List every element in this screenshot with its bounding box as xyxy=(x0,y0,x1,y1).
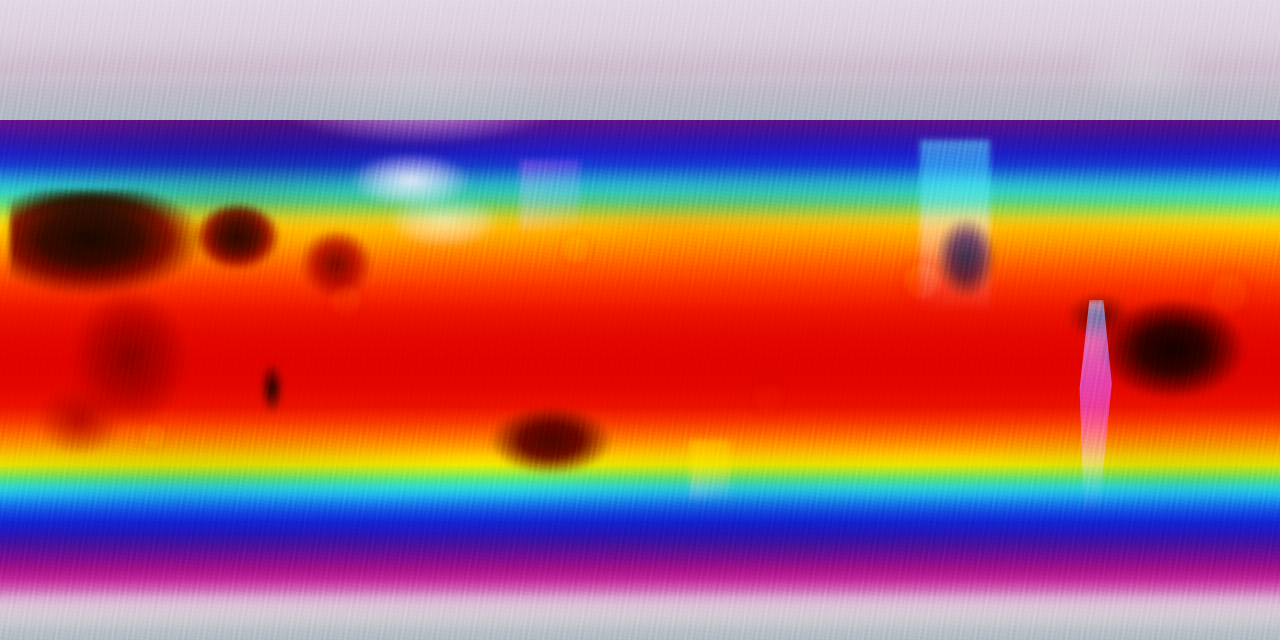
antarctic-ice-cap xyxy=(0,0,1280,120)
landmass-australia xyxy=(470,390,650,510)
landmass-madagascar xyxy=(248,348,296,428)
landmass-new-zealand xyxy=(690,440,730,500)
landmass-japan xyxy=(520,160,580,230)
landmass-rockies xyxy=(920,140,990,310)
landmass-south-america xyxy=(1030,280,1260,510)
landmass-arabia xyxy=(188,198,298,308)
landmass-east-asia-coast xyxy=(380,180,540,270)
